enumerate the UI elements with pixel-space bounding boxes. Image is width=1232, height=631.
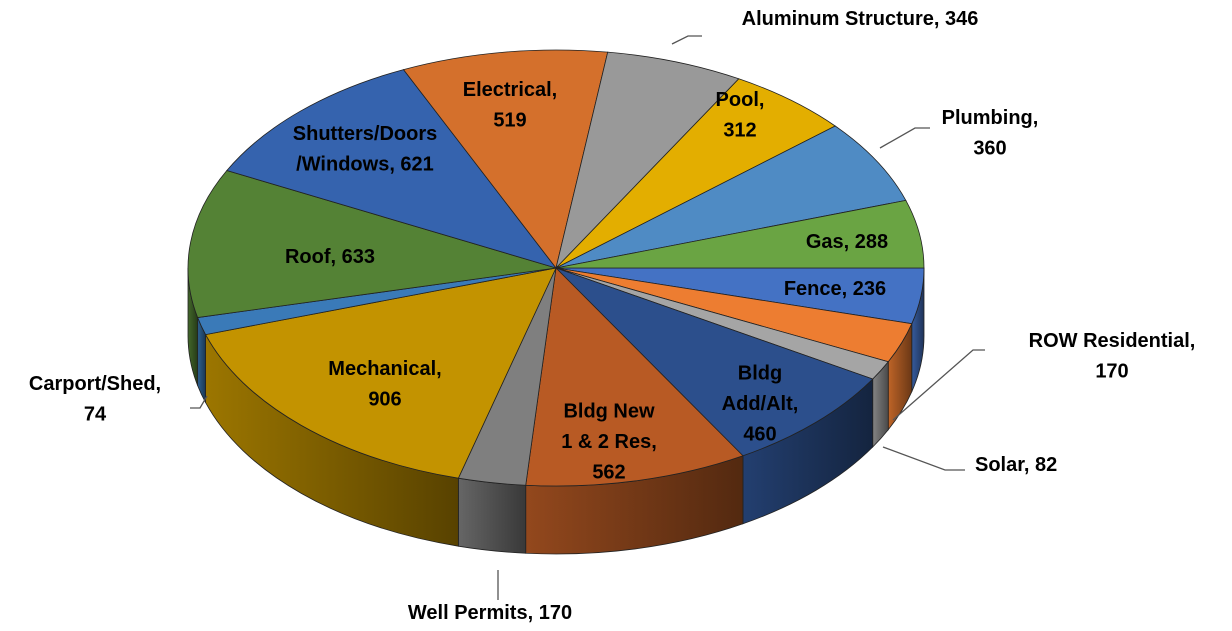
data-label-line: Fence, 236 xyxy=(784,278,886,300)
pie-slice xyxy=(525,267,744,487)
pie-slice xyxy=(555,199,925,269)
data-labels: Fence, 236 ROW Residential, 170 Solar, 82 Bl… xyxy=(29,8,1195,624)
pie-slice xyxy=(226,69,558,269)
data-label: Solar, 82 xyxy=(975,454,1057,476)
data-label: Fence, 236 xyxy=(784,278,886,300)
pie-side xyxy=(457,477,527,554)
pie-slice xyxy=(402,49,609,269)
leader-line xyxy=(892,349,985,421)
pie-slice xyxy=(555,267,874,457)
data-label-line: 562 xyxy=(592,462,625,484)
data-label: Well Permits, 170 xyxy=(408,602,572,624)
data-label-line: Pool, xyxy=(716,89,765,111)
data-label-line: Carport/Shed, xyxy=(29,373,161,395)
data-label: Gas, 288 xyxy=(806,231,888,253)
data-label: Electrical, 519 xyxy=(463,79,558,132)
data-label-line: 74 xyxy=(84,404,107,426)
data-label: Plumbing, 360 xyxy=(942,107,1039,160)
data-label-line: Add/Alt, xyxy=(722,393,799,415)
data-label-line: 360 xyxy=(973,138,1006,160)
data-label-line: Aluminum Structure, 346 xyxy=(742,8,979,30)
data-label-line: ROW Residential, xyxy=(1029,330,1196,352)
data-label-line: 519 xyxy=(493,110,526,132)
data-label-line: Bldg xyxy=(738,363,782,385)
pie-sides xyxy=(187,267,925,555)
data-label-line: Roof, 633 xyxy=(285,246,375,268)
data-label-line: 170 xyxy=(1095,361,1128,383)
pie-slice xyxy=(187,170,557,319)
data-label-line: /Windows, 621 xyxy=(296,154,434,176)
data-label: ROW Residential, 170 xyxy=(1029,330,1196,383)
data-label: Roof, 633 xyxy=(285,246,375,268)
pie-slice xyxy=(555,51,740,270)
data-label: Shutters/Doors/Windows, 621 xyxy=(293,123,437,176)
leader-line xyxy=(882,446,965,471)
data-label-line: 312 xyxy=(723,120,756,142)
data-label-line: Electrical, xyxy=(463,79,558,101)
data-label: Carport/Shed, 74 xyxy=(29,373,161,426)
data-label-line: Plumbing, xyxy=(942,107,1039,129)
data-label: Aluminum Structure, 346 xyxy=(742,8,979,30)
pie-slice xyxy=(204,267,557,479)
leader-line xyxy=(190,395,208,409)
data-label-line: 906 xyxy=(368,389,401,411)
data-label-line: Well Permits, 170 xyxy=(408,602,572,624)
data-label-line: Gas, 288 xyxy=(806,231,888,253)
leader-line xyxy=(879,127,930,149)
data-label-line: Solar, 82 xyxy=(975,454,1057,476)
data-label-line: Mechanical, xyxy=(328,358,441,380)
data-label: Pool, 312 xyxy=(716,89,765,142)
pie-tops xyxy=(187,49,925,487)
data-label-line: 1 & 2 Res, xyxy=(561,431,657,453)
leader-line xyxy=(671,35,702,45)
data-label-line: Shutters/Doors xyxy=(293,123,437,145)
pie-slice xyxy=(555,125,907,269)
data-label-line: 460 xyxy=(743,424,776,446)
data-label: Mechanical, 906 xyxy=(328,358,441,411)
data-label: Bldg Add/Alt, 460 xyxy=(722,363,799,446)
data-label-line: Bldg New xyxy=(563,401,655,423)
leader-lines xyxy=(190,35,985,600)
data-label: Bldg New 1 & 2 Res, 562 xyxy=(561,401,657,484)
